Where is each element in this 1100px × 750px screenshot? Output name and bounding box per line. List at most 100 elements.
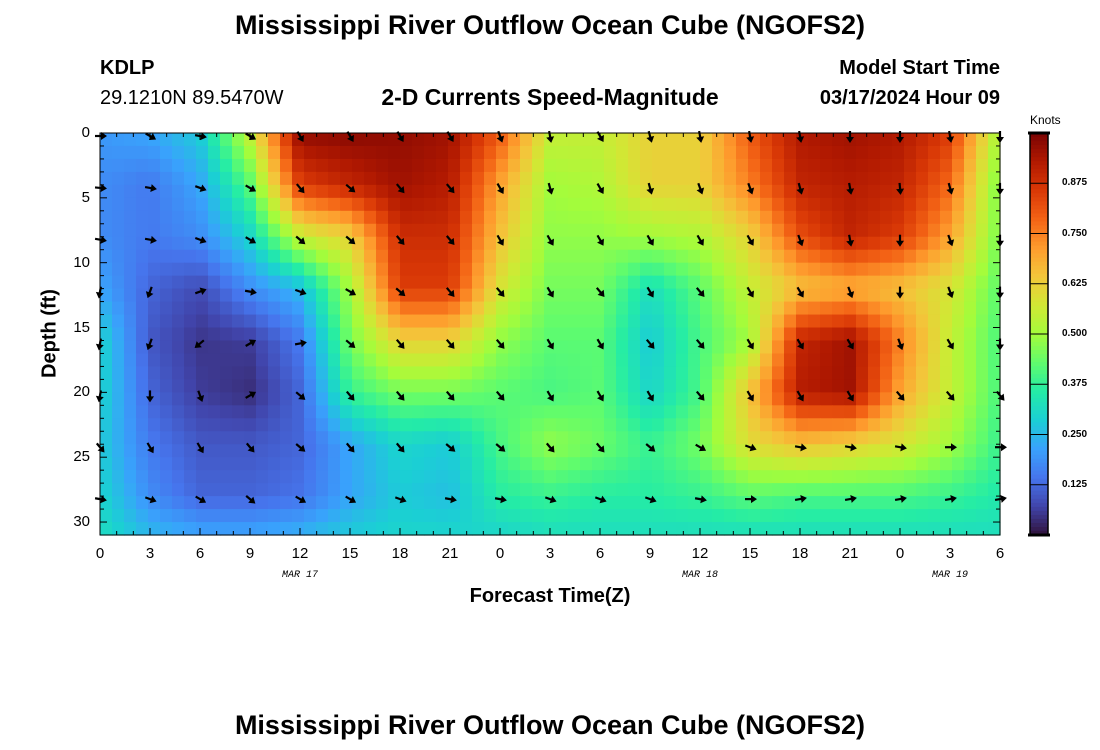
- heatmap-cell: [172, 301, 185, 316]
- heatmap-cell: [376, 249, 389, 264]
- heatmap-cell: [544, 418, 557, 432]
- heatmap-cell: [520, 418, 533, 432]
- heatmap-cell: [724, 288, 737, 303]
- heatmap-cell: [556, 470, 569, 484]
- heatmap-cell: [640, 418, 653, 432]
- heatmap-cell: [508, 470, 521, 484]
- heatmap-cell: [832, 431, 845, 445]
- heatmap-cell: [808, 301, 821, 316]
- heatmap-cell: [184, 483, 197, 497]
- current-arrow: [746, 390, 754, 402]
- heatmap-cell: [628, 158, 641, 173]
- heatmap-cell: [616, 275, 629, 290]
- heatmap-cell: [184, 353, 197, 368]
- heatmap-cell: [316, 197, 329, 212]
- heatmap-cell: [448, 483, 461, 497]
- heatmap-cell: [424, 470, 437, 484]
- heatmap-cell: [352, 340, 365, 355]
- heatmap-cell: [472, 366, 485, 380]
- heatmap-cell: [352, 392, 365, 406]
- heatmap-cell: [868, 301, 881, 316]
- heatmap-cell: [604, 431, 617, 445]
- heatmap-cell: [280, 327, 293, 342]
- heatmap-cell: [820, 405, 833, 419]
- heatmap-cell: [124, 496, 137, 510]
- heatmap-cell: [844, 275, 857, 290]
- heatmap-cell: [928, 392, 941, 406]
- current-arrow: [595, 287, 605, 297]
- current-arrow: [495, 390, 505, 401]
- heatmap-cell: [748, 522, 761, 536]
- heatmap-cell: [376, 288, 389, 303]
- heatmap-cell: [820, 301, 833, 316]
- heatmap-cell: [712, 314, 725, 329]
- heatmap-cell: [328, 262, 341, 277]
- heatmap-cell: [292, 197, 305, 212]
- heatmap-cell: [916, 197, 929, 212]
- heatmap-cell: [232, 405, 245, 419]
- heatmap-cell: [868, 431, 881, 445]
- heatmap-cell: [340, 171, 353, 186]
- heatmap-cell: [808, 379, 821, 393]
- heatmap-cell: [856, 405, 869, 419]
- heatmap-cell: [736, 353, 749, 368]
- heatmap-cell: [784, 496, 797, 510]
- heatmap-cell: [256, 366, 269, 380]
- heatmap-cell: [652, 405, 665, 419]
- heatmap-cell: [316, 483, 329, 497]
- heatmap-cell: [928, 509, 941, 523]
- heatmap-cell: [928, 379, 941, 393]
- heatmap-cell: [196, 314, 209, 329]
- heatmap-cell: [916, 158, 929, 173]
- heatmap-cell: [136, 457, 149, 471]
- heatmap-cell: [232, 340, 245, 355]
- heatmap-cell: [976, 184, 989, 199]
- heatmap-cell: [820, 223, 833, 238]
- heatmap-cell: [172, 184, 185, 199]
- colorbar-swatch: [1030, 398, 1048, 403]
- heatmap-cell: [820, 236, 833, 251]
- heatmap-cell: [820, 522, 833, 536]
- heatmap-cell: [904, 340, 917, 355]
- heatmap-cell: [388, 418, 401, 432]
- heatmap-cell: [388, 158, 401, 173]
- heatmap-cell: [652, 431, 665, 445]
- heatmap-cell: [508, 145, 521, 160]
- heatmap-cell: [868, 509, 881, 523]
- heatmap-cell: [316, 470, 329, 484]
- heatmap-cell: [808, 470, 821, 484]
- heatmap-cell: [244, 379, 257, 393]
- heatmap-cell: [340, 405, 353, 419]
- heatmap-cell: [400, 145, 413, 160]
- heatmap-cell: [340, 418, 353, 432]
- heatmap-cell: [640, 366, 653, 380]
- current-arrow: [846, 182, 855, 195]
- heatmap-cell: [628, 470, 641, 484]
- heatmap-cell: [220, 457, 233, 471]
- x-tick-label: 18: [791, 545, 809, 562]
- heatmap-cell: [484, 171, 497, 186]
- heatmap-cell: [232, 418, 245, 432]
- heatmap-cell: [436, 418, 449, 432]
- heatmap-cell: [832, 184, 845, 199]
- heatmap-cell: [112, 158, 125, 173]
- heatmap-cell: [712, 353, 725, 368]
- heatmap-cell: [808, 314, 821, 329]
- heatmap-cell: [124, 171, 137, 186]
- heatmap-cell: [676, 314, 689, 329]
- heatmap-cell: [160, 236, 173, 251]
- current-arrow: [596, 234, 604, 246]
- heatmap-cell: [268, 133, 281, 147]
- heatmap-cell: [724, 133, 737, 147]
- heatmap-cell: [892, 366, 905, 380]
- colorbar-swatch: [1030, 321, 1048, 327]
- heatmap-cell: [148, 145, 161, 160]
- heatmap-cell: [364, 197, 377, 212]
- heatmap-cell: [748, 483, 761, 497]
- heatmap-cell: [616, 366, 629, 380]
- heatmap-cell: [436, 457, 449, 471]
- heatmap-cell: [556, 288, 569, 303]
- heatmap-cell: [328, 171, 341, 186]
- heatmap-cell: [688, 470, 701, 484]
- heatmap-cell: [112, 522, 125, 536]
